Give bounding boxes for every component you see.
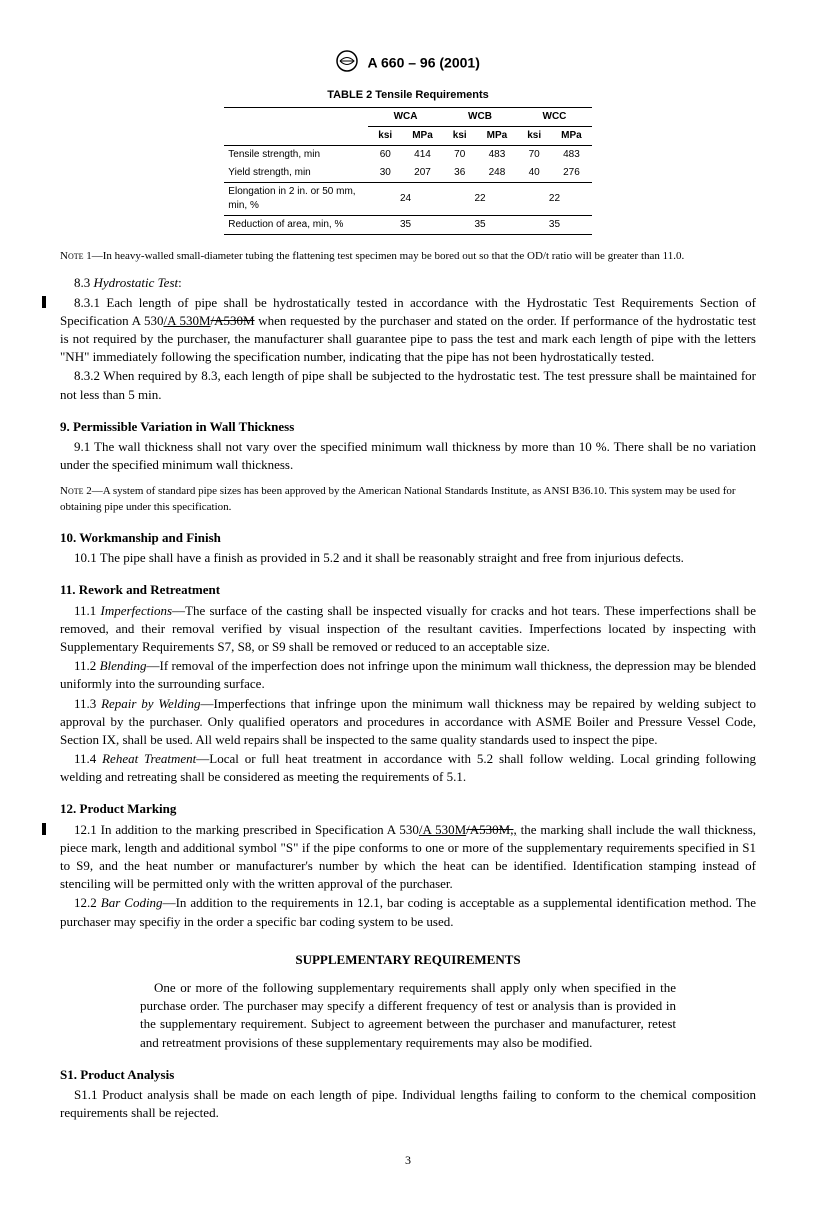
col-sub: ksi: [443, 126, 477, 145]
s83-heading: 8.3 Hydrostatic Test:: [60, 274, 756, 292]
table-title: TABLE 2 Tensile Requirements: [60, 88, 756, 103]
s101-para: 10.1 The pipe shall have a finish as pro…: [60, 549, 756, 567]
row-label: Elongation in 2 in. or 50 mm, min, %: [224, 182, 368, 215]
col-sub: ksi: [368, 126, 402, 145]
row-label: Yield strength, min: [224, 164, 368, 183]
s112-para: 11.2 Blending—If removal of the imperfec…: [60, 657, 756, 693]
page-header: A 660 – 96 (2001): [60, 50, 756, 78]
section-12-title: 12. Product Marking: [60, 800, 756, 818]
supplementary-intro: One or more of the following supplementa…: [140, 979, 676, 1052]
s114-para: 11.4 Reheat Treatment—Local or full heat…: [60, 750, 756, 786]
row-label: Tensile strength, min: [224, 145, 368, 164]
supplementary-title: SUPPLEMENTARY REQUIREMENTS: [60, 951, 756, 969]
col-sub: ksi: [517, 126, 551, 145]
page-number: 3: [60, 1152, 756, 1169]
designation: A 660 – 96 (2001): [368, 55, 480, 71]
s122-para: 12.2 Bar Coding—In addition to the requi…: [60, 894, 756, 930]
section-s1-title: S1. Product Analysis: [60, 1066, 756, 1084]
section-9-title: 9. Permissible Variation in Wall Thickne…: [60, 418, 756, 436]
astm-logo-icon: [336, 50, 358, 78]
tensile-table: WCA WCB WCC ksi MPa ksi MPa ksi MPa Tens…: [224, 107, 591, 235]
s831-para: 8.3.1 Each length of pipe shall be hydro…: [60, 294, 756, 367]
col-sub: MPa: [402, 126, 443, 145]
s113-para: 11.3 Repair by Welding—Imperfections tha…: [60, 695, 756, 750]
section-10-title: 10. Workmanship and Finish: [60, 529, 756, 547]
col-sub: MPa: [551, 126, 592, 145]
section-11-title: 11. Rework and Retreatment: [60, 581, 756, 599]
note-1: Note 1—In heavy-walled small-diameter tu…: [60, 249, 756, 264]
s121-para: 12.1 In addition to the marking prescrib…: [60, 821, 756, 894]
note-2: Note 2—A system of standard pipe sizes h…: [60, 484, 756, 515]
col-group: WCC: [517, 107, 591, 126]
col-sub: MPa: [477, 126, 518, 145]
col-group: WCA: [368, 107, 442, 126]
row-label: Reduction of area, min, %: [224, 215, 368, 234]
s91-para: 9.1 The wall thickness shall not vary ov…: [60, 438, 756, 474]
s832-para: 8.3.2 When required by 8.3, each length …: [60, 367, 756, 403]
col-group: WCB: [443, 107, 517, 126]
s11-analysis-para: S1.1 Product analysis shall be made on e…: [60, 1086, 756, 1122]
s111-para: 11.1 Imperfections—The surface of the ca…: [60, 602, 756, 657]
